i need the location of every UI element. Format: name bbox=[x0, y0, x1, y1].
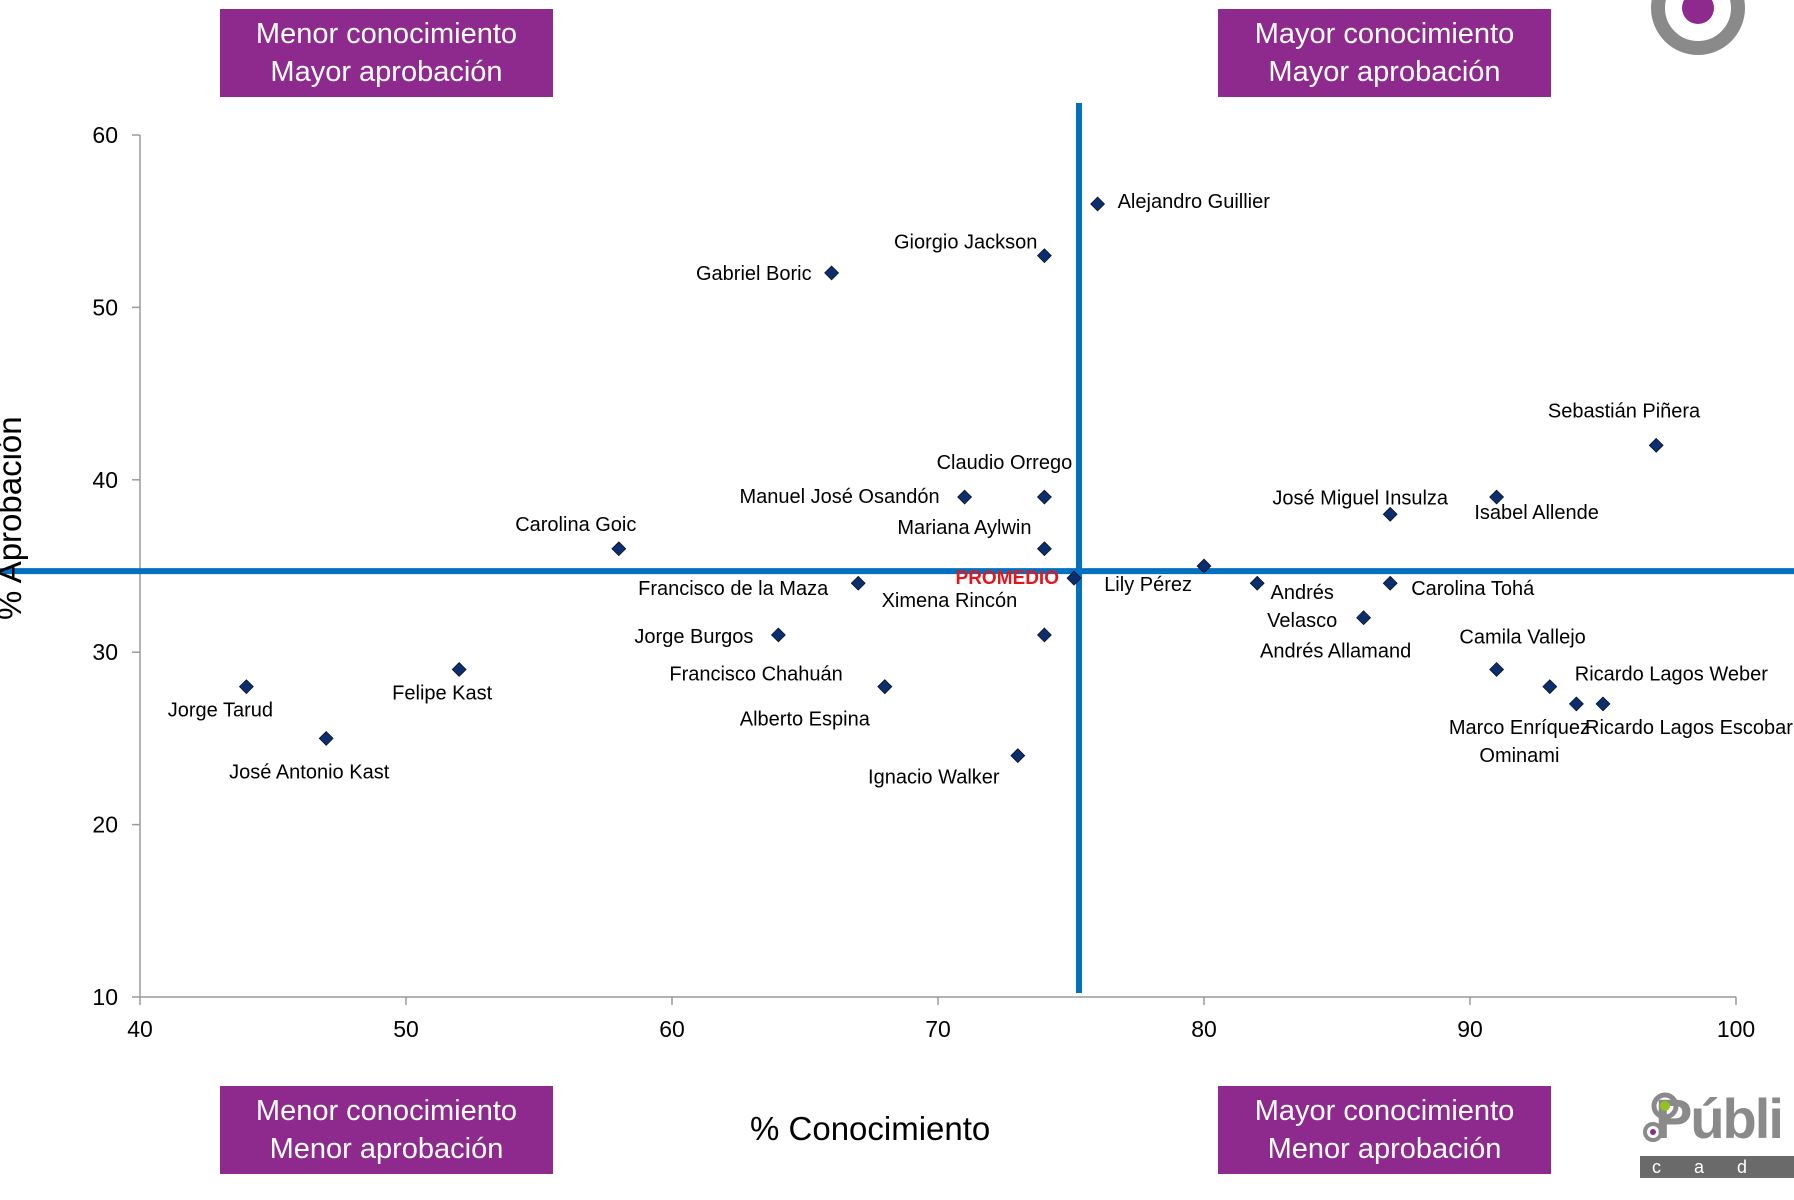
data-point-ignacio-walker bbox=[1010, 748, 1026, 764]
data-point-giorgio-jackson bbox=[1036, 248, 1052, 264]
data-label-marco-enriquez-ominami: Marco Enríquez Ominami bbox=[1449, 717, 1590, 767]
quadrant-label-top-left: Menor conocimiento Mayor aprobación bbox=[220, 9, 553, 97]
data-label-manuel-jose-osandon: Manuel José Osandón bbox=[739, 486, 939, 508]
data-label-ricardo-lagos-weber: Ricardo Lagos Weber bbox=[1575, 664, 1768, 686]
x-tick-label: 50 bbox=[393, 1016, 419, 1042]
data-point-ricardo-lagos-escobar bbox=[1595, 696, 1611, 712]
x-tick-label: 70 bbox=[925, 1016, 951, 1042]
data-label-ignacio-walker: Ignacio Walker bbox=[868, 767, 1000, 789]
quadrant-line-1: Mayor conocimiento bbox=[1254, 1095, 1515, 1127]
data-point-francisco-de-la-maza bbox=[850, 575, 866, 591]
data-label-alejandro-guillier: Alejandro Guillier bbox=[1118, 191, 1271, 213]
data-label-jose-miguel-insulza: José Miguel Insulza bbox=[1272, 487, 1449, 509]
data-label-ricardo-lagos-escobar: Ricardo Lagos Escobar bbox=[1585, 717, 1793, 739]
data-point-jose-antonio-kast bbox=[318, 730, 334, 746]
quadrant-line-2: Menor aprobación bbox=[1267, 1133, 1502, 1165]
data-point-mariana-aylwin bbox=[1036, 541, 1052, 557]
data-point-ximena-rincon bbox=[1036, 627, 1052, 643]
data-point-jorge-burgos bbox=[770, 627, 786, 643]
data-label-giorgio-jackson: Giorgio Jackson bbox=[894, 232, 1037, 254]
data-label-carolina-toha: Carolina Tohá bbox=[1411, 578, 1535, 600]
data-point-jorge-tarud bbox=[238, 679, 254, 695]
data-point-isabel-allende bbox=[1489, 489, 1505, 505]
quadrant-label-bottom-left: Menor conocimiento Menor aprobación bbox=[220, 1086, 553, 1174]
data-label-lily-perez: Lily Pérez bbox=[1104, 574, 1192, 596]
brand-mark-icon bbox=[1643, 1092, 1679, 1142]
data-point-jose-miguel-insulza bbox=[1382, 506, 1398, 522]
x-tick-label: 40 bbox=[127, 1016, 153, 1042]
quadrant-line-1: Menor conocimiento bbox=[255, 1095, 518, 1127]
quadrant-line-2: Menor aprobación bbox=[269, 1133, 504, 1165]
data-label-isabel-allende: Isabel Allende bbox=[1474, 502, 1599, 524]
quadrant-line-2: Mayor aprobación bbox=[1268, 56, 1501, 88]
x-axis-title: % Conocimiento bbox=[750, 1110, 991, 1147]
data-label-andres-allamand: Andrés Allamand bbox=[1260, 641, 1411, 663]
x-tick-label: 100 bbox=[1717, 1016, 1755, 1042]
quadrant-line-1: Mayor conocimiento bbox=[1254, 18, 1515, 50]
x-tick-label: 90 bbox=[1457, 1016, 1483, 1042]
data-point-sebastian-pinera bbox=[1648, 437, 1664, 453]
brand-logo-text: Públi bbox=[1655, 1087, 1784, 1150]
data-label-ximena-rincon: Ximena Rincón bbox=[882, 590, 1018, 612]
data-label-francisco-chahuan: Francisco Chahuán bbox=[669, 664, 842, 686]
data-point-andres-velasco bbox=[1249, 575, 1265, 591]
quadrant-label-bottom-right: Mayor conocimiento Menor aprobación bbox=[1218, 1086, 1551, 1174]
x-tick-label: 60 bbox=[659, 1016, 685, 1042]
y-tick-label: 50 bbox=[92, 294, 118, 320]
data-point-andres-allamand bbox=[1356, 610, 1372, 626]
data-label-camila-vallejo: Camila Vallejo bbox=[1459, 626, 1585, 648]
data-point-carolina-goic bbox=[611, 541, 627, 557]
data-point-alberto-espina bbox=[877, 679, 893, 695]
data-point-ricardo-lagos-weber bbox=[1542, 679, 1558, 695]
data-label-claudio-orrego: Claudio Orrego bbox=[937, 452, 1073, 474]
y-tick-label: 30 bbox=[92, 639, 118, 665]
average-label: PROMEDIO bbox=[956, 568, 1059, 589]
y-tick-label: 60 bbox=[92, 122, 118, 148]
data-label-felipe-kast: Felipe Kast bbox=[392, 682, 492, 704]
data-label-sebastian-pinera: Sebastián Piñera bbox=[1548, 400, 1701, 422]
x-tick-label: 80 bbox=[1191, 1016, 1217, 1042]
quadrant-line-1: Menor conocimiento bbox=[255, 18, 518, 50]
y-tick-label: 20 bbox=[92, 812, 118, 838]
data-point-camila-vallejo bbox=[1489, 662, 1505, 677]
data-label-alberto-espina: Alberto Espina bbox=[740, 709, 871, 731]
data-point-alejandro-guillier bbox=[1090, 196, 1106, 212]
data-label-jose-antonio-kast: José Antonio Kast bbox=[229, 761, 390, 783]
data-point-felipe-kast bbox=[451, 662, 467, 677]
quadrant-label-top-right: Mayor conocimiento Mayor aprobación bbox=[1218, 9, 1551, 97]
data-label-jorge-tarud: Jorge Tarud bbox=[168, 700, 273, 722]
data-label-gabriel-boric: Gabriel Boric bbox=[696, 263, 812, 285]
data-label-jorge-burgos: Jorge Burgos bbox=[634, 626, 753, 648]
brand-logo-icon bbox=[1651, 0, 1745, 55]
data-point-gabriel-boric bbox=[824, 265, 840, 281]
scatter-chart: 10 20 30 40 50 60 40 50 60 70 80 90 100 PROMEDIO Aleja… bbox=[0, 103, 1794, 1042]
data-point-carolina-toha bbox=[1382, 575, 1398, 591]
data-point-lily-perez bbox=[1196, 558, 1212, 574]
data-label-andres-velasco: Andrés Velasco bbox=[1267, 582, 1337, 632]
y-tick-label: 10 bbox=[92, 984, 118, 1010]
data-label-carolina-goic: Carolina Goic bbox=[515, 514, 636, 536]
data-label-francisco-de-la-maza: Francisco de la Maza bbox=[638, 578, 829, 600]
y-tick-label: 40 bbox=[92, 467, 118, 493]
data-label-mariana-aylwin: Mariana Aylwin bbox=[897, 517, 1031, 539]
data-point-claudio-orrego bbox=[1036, 489, 1052, 505]
average-point bbox=[1066, 570, 1082, 586]
quadrant-line-2: Mayor aprobación bbox=[270, 56, 503, 88]
data-point-marco-enriquez-ominami bbox=[1568, 696, 1584, 712]
data-point-manuel-jose-osandon bbox=[957, 489, 973, 505]
y-axis-title: % Aprobación bbox=[0, 416, 28, 620]
